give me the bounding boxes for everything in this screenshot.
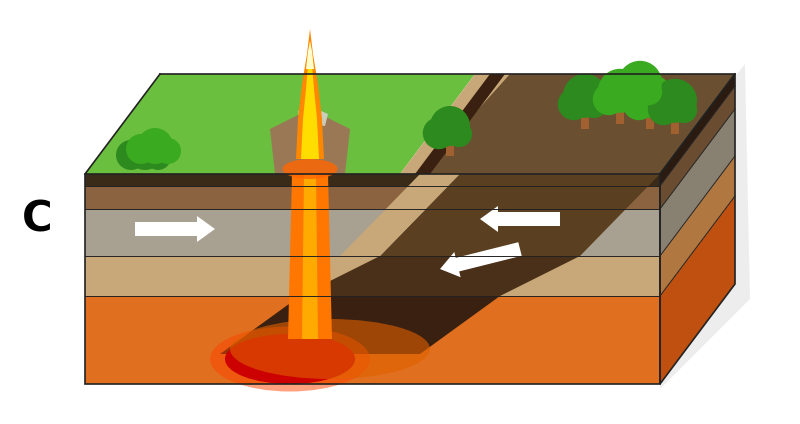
Polygon shape: [660, 196, 735, 384]
Circle shape: [145, 144, 171, 170]
Text: C: C: [22, 198, 53, 240]
Polygon shape: [85, 296, 660, 384]
Polygon shape: [85, 186, 660, 209]
Polygon shape: [300, 256, 580, 296]
Bar: [646, 109, 654, 129]
Polygon shape: [660, 86, 735, 209]
FancyArrow shape: [440, 242, 522, 277]
Ellipse shape: [282, 159, 338, 179]
Circle shape: [446, 121, 472, 147]
Polygon shape: [85, 174, 660, 186]
Circle shape: [581, 92, 607, 118]
Circle shape: [622, 88, 654, 120]
Polygon shape: [380, 174, 660, 256]
Polygon shape: [660, 109, 735, 256]
Circle shape: [671, 97, 697, 123]
Polygon shape: [301, 44, 319, 159]
Circle shape: [563, 74, 607, 118]
Circle shape: [653, 79, 697, 123]
Polygon shape: [340, 174, 460, 256]
Circle shape: [558, 88, 590, 120]
Circle shape: [628, 74, 672, 118]
Ellipse shape: [230, 319, 430, 379]
FancyArrow shape: [135, 216, 215, 242]
Circle shape: [137, 128, 173, 164]
Polygon shape: [660, 64, 750, 389]
Circle shape: [598, 69, 642, 113]
Ellipse shape: [225, 334, 355, 384]
Circle shape: [616, 87, 642, 113]
Circle shape: [613, 75, 645, 107]
Ellipse shape: [210, 326, 370, 391]
Polygon shape: [270, 109, 350, 174]
Circle shape: [126, 134, 156, 164]
Polygon shape: [480, 74, 735, 174]
Bar: [636, 96, 644, 116]
Polygon shape: [660, 74, 735, 186]
Bar: [671, 114, 679, 134]
Polygon shape: [420, 74, 735, 174]
Polygon shape: [660, 156, 735, 296]
Circle shape: [593, 83, 625, 115]
Polygon shape: [288, 174, 332, 339]
Circle shape: [116, 140, 146, 170]
Polygon shape: [296, 29, 324, 159]
FancyArrow shape: [480, 206, 560, 232]
Circle shape: [648, 93, 680, 125]
Polygon shape: [85, 256, 660, 296]
Bar: [581, 109, 589, 129]
Circle shape: [155, 138, 181, 164]
Circle shape: [618, 61, 662, 105]
Polygon shape: [220, 296, 500, 354]
Circle shape: [636, 79, 662, 105]
Polygon shape: [85, 209, 660, 256]
Polygon shape: [400, 74, 555, 174]
Polygon shape: [302, 174, 318, 339]
Bar: [446, 138, 454, 156]
Polygon shape: [85, 74, 475, 174]
Circle shape: [422, 117, 454, 149]
Polygon shape: [415, 74, 505, 174]
Circle shape: [646, 92, 672, 118]
Polygon shape: [298, 106, 328, 126]
Polygon shape: [306, 41, 314, 69]
Circle shape: [430, 106, 470, 146]
Bar: [616, 104, 624, 124]
Circle shape: [127, 134, 163, 170]
